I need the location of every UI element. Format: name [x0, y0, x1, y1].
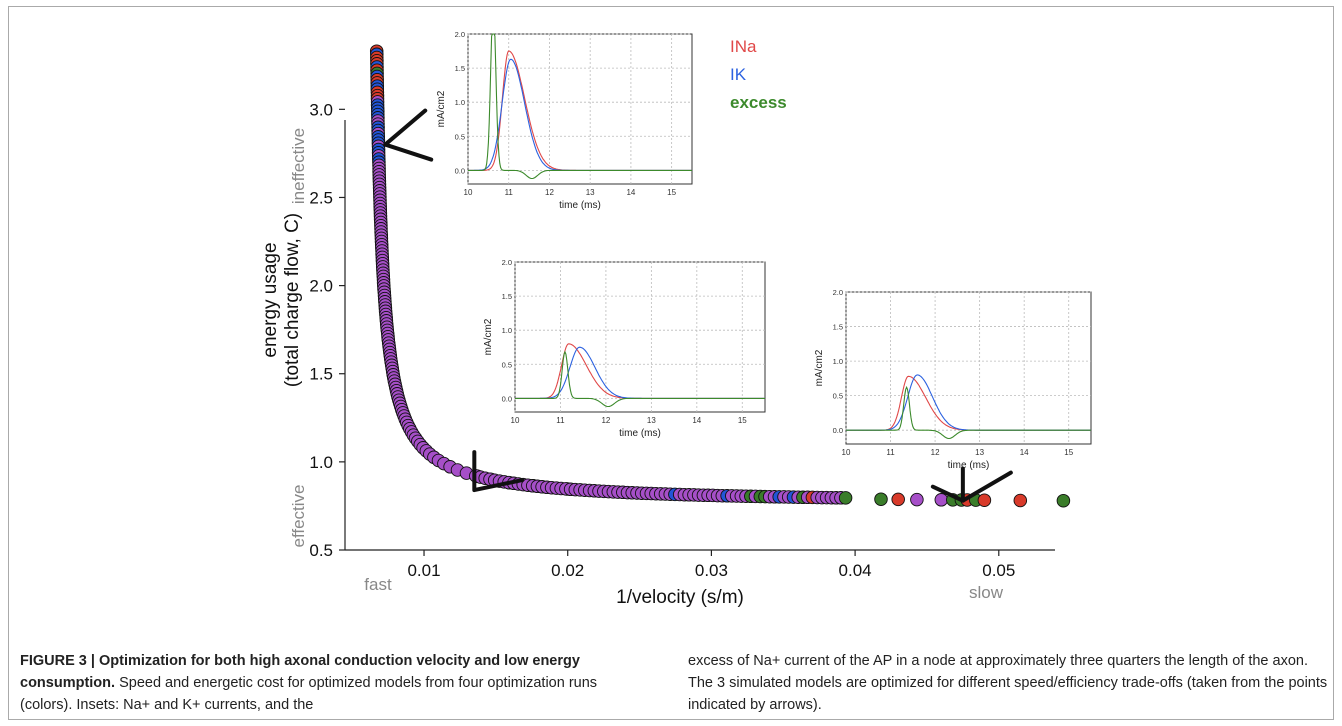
arrows-layer: [383, 108, 1013, 503]
caption-right-body: excess of Na+ current of the AP in a nod…: [688, 653, 1328, 713]
inset-y-tick-label: 2.0: [502, 258, 512, 267]
inset-x-tick-label: 12: [931, 448, 940, 457]
caption-title: FIGURE 3 | Optimization for both high ax…: [20, 653, 580, 691]
y-tick-label: 1.5: [309, 365, 333, 384]
inset-x-tick-label: 13: [647, 416, 656, 425]
inset-trace: [846, 385, 1091, 440]
caption-left-body: Speed and energetic cost for optimized m…: [20, 675, 598, 713]
x-tick-label: 0.01: [407, 561, 440, 580]
inset-y-tick-label: 1.0: [455, 98, 465, 107]
annotation-fast: fast: [364, 575, 392, 594]
x-axis-label: 1/velocity (s/m): [616, 587, 744, 608]
inset-y-label: mA/cm2: [814, 349, 825, 386]
figure-frame: [8, 6, 1334, 720]
inset-y-tick-label: 1.5: [502, 292, 512, 301]
inset-x-label: time (ms): [619, 428, 661, 439]
axes-layer: 0.5 1.0 1.5 2.0 2.5 3.0 0.01 0.02 0.03 0.04 0.05 1/…: [260, 100, 1055, 608]
data-point: [934, 493, 949, 507]
inset-x-tick-label: 11: [886, 448, 895, 457]
x-tick-label: 0.03: [695, 561, 728, 580]
inset-frame: [845, 291, 1092, 445]
inset-trace: [468, 33, 692, 180]
inset-x-label: time (ms): [948, 460, 990, 471]
x-tick-label: 0.04: [839, 561, 872, 580]
y-tick-label: 1.0: [309, 453, 333, 472]
inset-y-tick-label: 0.0: [455, 166, 465, 175]
inset-x-tick-label: 12: [545, 188, 554, 197]
inset-x-tick-label: 13: [975, 448, 984, 457]
inset-x-tick-label: 14: [692, 416, 701, 425]
inset-trace: [515, 350, 765, 408]
data-point: [910, 492, 924, 507]
inset-x-tick-label: 13: [586, 188, 595, 197]
inset-x-tick-label: 15: [738, 416, 747, 425]
inset-x-tick-label: 11: [505, 188, 514, 197]
inset-x-tick-label: 11: [556, 416, 565, 425]
inset-y-tick-label: 2.0: [455, 30, 465, 39]
x-tick-label: 0.05: [982, 561, 1015, 580]
inset-x-tick-label: 15: [667, 188, 676, 197]
data-point: [891, 492, 905, 507]
annotation-slow: slow: [969, 583, 1004, 602]
caption-left: FIGURE 3 | Optimization for both high ax…: [20, 650, 630, 716]
inset-fast: 10 11 12 13 14 15 0.0 0.5 1.0 1.5 2.0 time (ms) mA/c…: [436, 30, 787, 211]
inset-y-tick-label: 1.0: [502, 326, 512, 335]
inset-x-tick-label: 10: [511, 416, 520, 425]
inset-x-tick-label: 14: [1020, 448, 1029, 457]
scatter-chart: 0.5 1.0 1.5 2.0 2.5 3.0 0.01 0.02 0.03 0.04 0.05 1/…: [260, 30, 1092, 608]
pointer-arrow: [383, 108, 434, 162]
inset-legend-label: excess: [730, 93, 787, 112]
inset-middle: 10 11 12 13 14 15 0.0 0.5 1.0 1.5 2.0 time (ms) mA/c…: [483, 258, 766, 439]
inset-legend-label: IK: [730, 65, 747, 84]
y-tick-label: 2.0: [309, 277, 333, 296]
data-point: [1056, 493, 1071, 508]
y-axis-label-line1: energy usage: [260, 242, 281, 357]
inset-y-tick-label: 2.0: [833, 288, 843, 297]
inset-frame: [514, 261, 766, 413]
points-layer: [369, 44, 1071, 508]
insets-layer: 10 11 12 13 14 15 0.0 0.5 1.0 1.5 2.0 time (ms) mA/c…: [436, 30, 1092, 471]
annotation-ineffective: ineffective: [289, 128, 308, 204]
inset-x-label: time (ms): [559, 200, 601, 211]
inset-x-tick-label: 10: [464, 188, 473, 197]
data-point: [838, 491, 853, 505]
y-tick-label: 0.5: [309, 541, 333, 560]
inset-y-tick-label: 0.5: [502, 360, 512, 369]
data-point: [977, 493, 992, 507]
inset-y-tick-label: 0.0: [502, 394, 512, 403]
y-axis-label-line2: (total charge flow, C): [282, 213, 303, 387]
inset-y-tick-label: 1.5: [833, 323, 843, 332]
inset-legend-label: INa: [730, 37, 757, 56]
inset-y-tick-label: 1.0: [833, 357, 843, 366]
inset-x-tick-label: 14: [626, 188, 635, 197]
inset-y-label: mA/cm2: [436, 90, 447, 127]
inset-y-tick-label: 0.0: [833, 426, 843, 435]
y-tick-label: 2.5: [309, 188, 333, 207]
inset-y-tick-label: 0.5: [455, 132, 465, 141]
data-point: [874, 492, 888, 506]
inset-x-tick-label: 15: [1064, 448, 1073, 457]
y-tick-label: 3.0: [309, 100, 333, 119]
inset-x-tick-label: 12: [601, 416, 610, 425]
data-point: [1013, 493, 1028, 508]
inset-y-tick-label: 1.5: [455, 64, 465, 73]
annotation-effective: effective: [289, 484, 308, 547]
inset-y-label: mA/cm2: [483, 318, 494, 355]
caption-right: excess of Na+ current of the AP in a nod…: [688, 650, 1328, 716]
inset-slow: 10 11 12 13 14 15 0.0 0.5 1.0 1.5 2.0 time (ms) mA/c…: [814, 288, 1092, 471]
inset-x-tick-label: 10: [842, 448, 851, 457]
inset-y-tick-label: 0.5: [833, 392, 843, 401]
x-tick-label: 0.02: [551, 561, 584, 580]
pointer-arrow: [472, 450, 525, 493]
inset-frame: [467, 33, 693, 185]
